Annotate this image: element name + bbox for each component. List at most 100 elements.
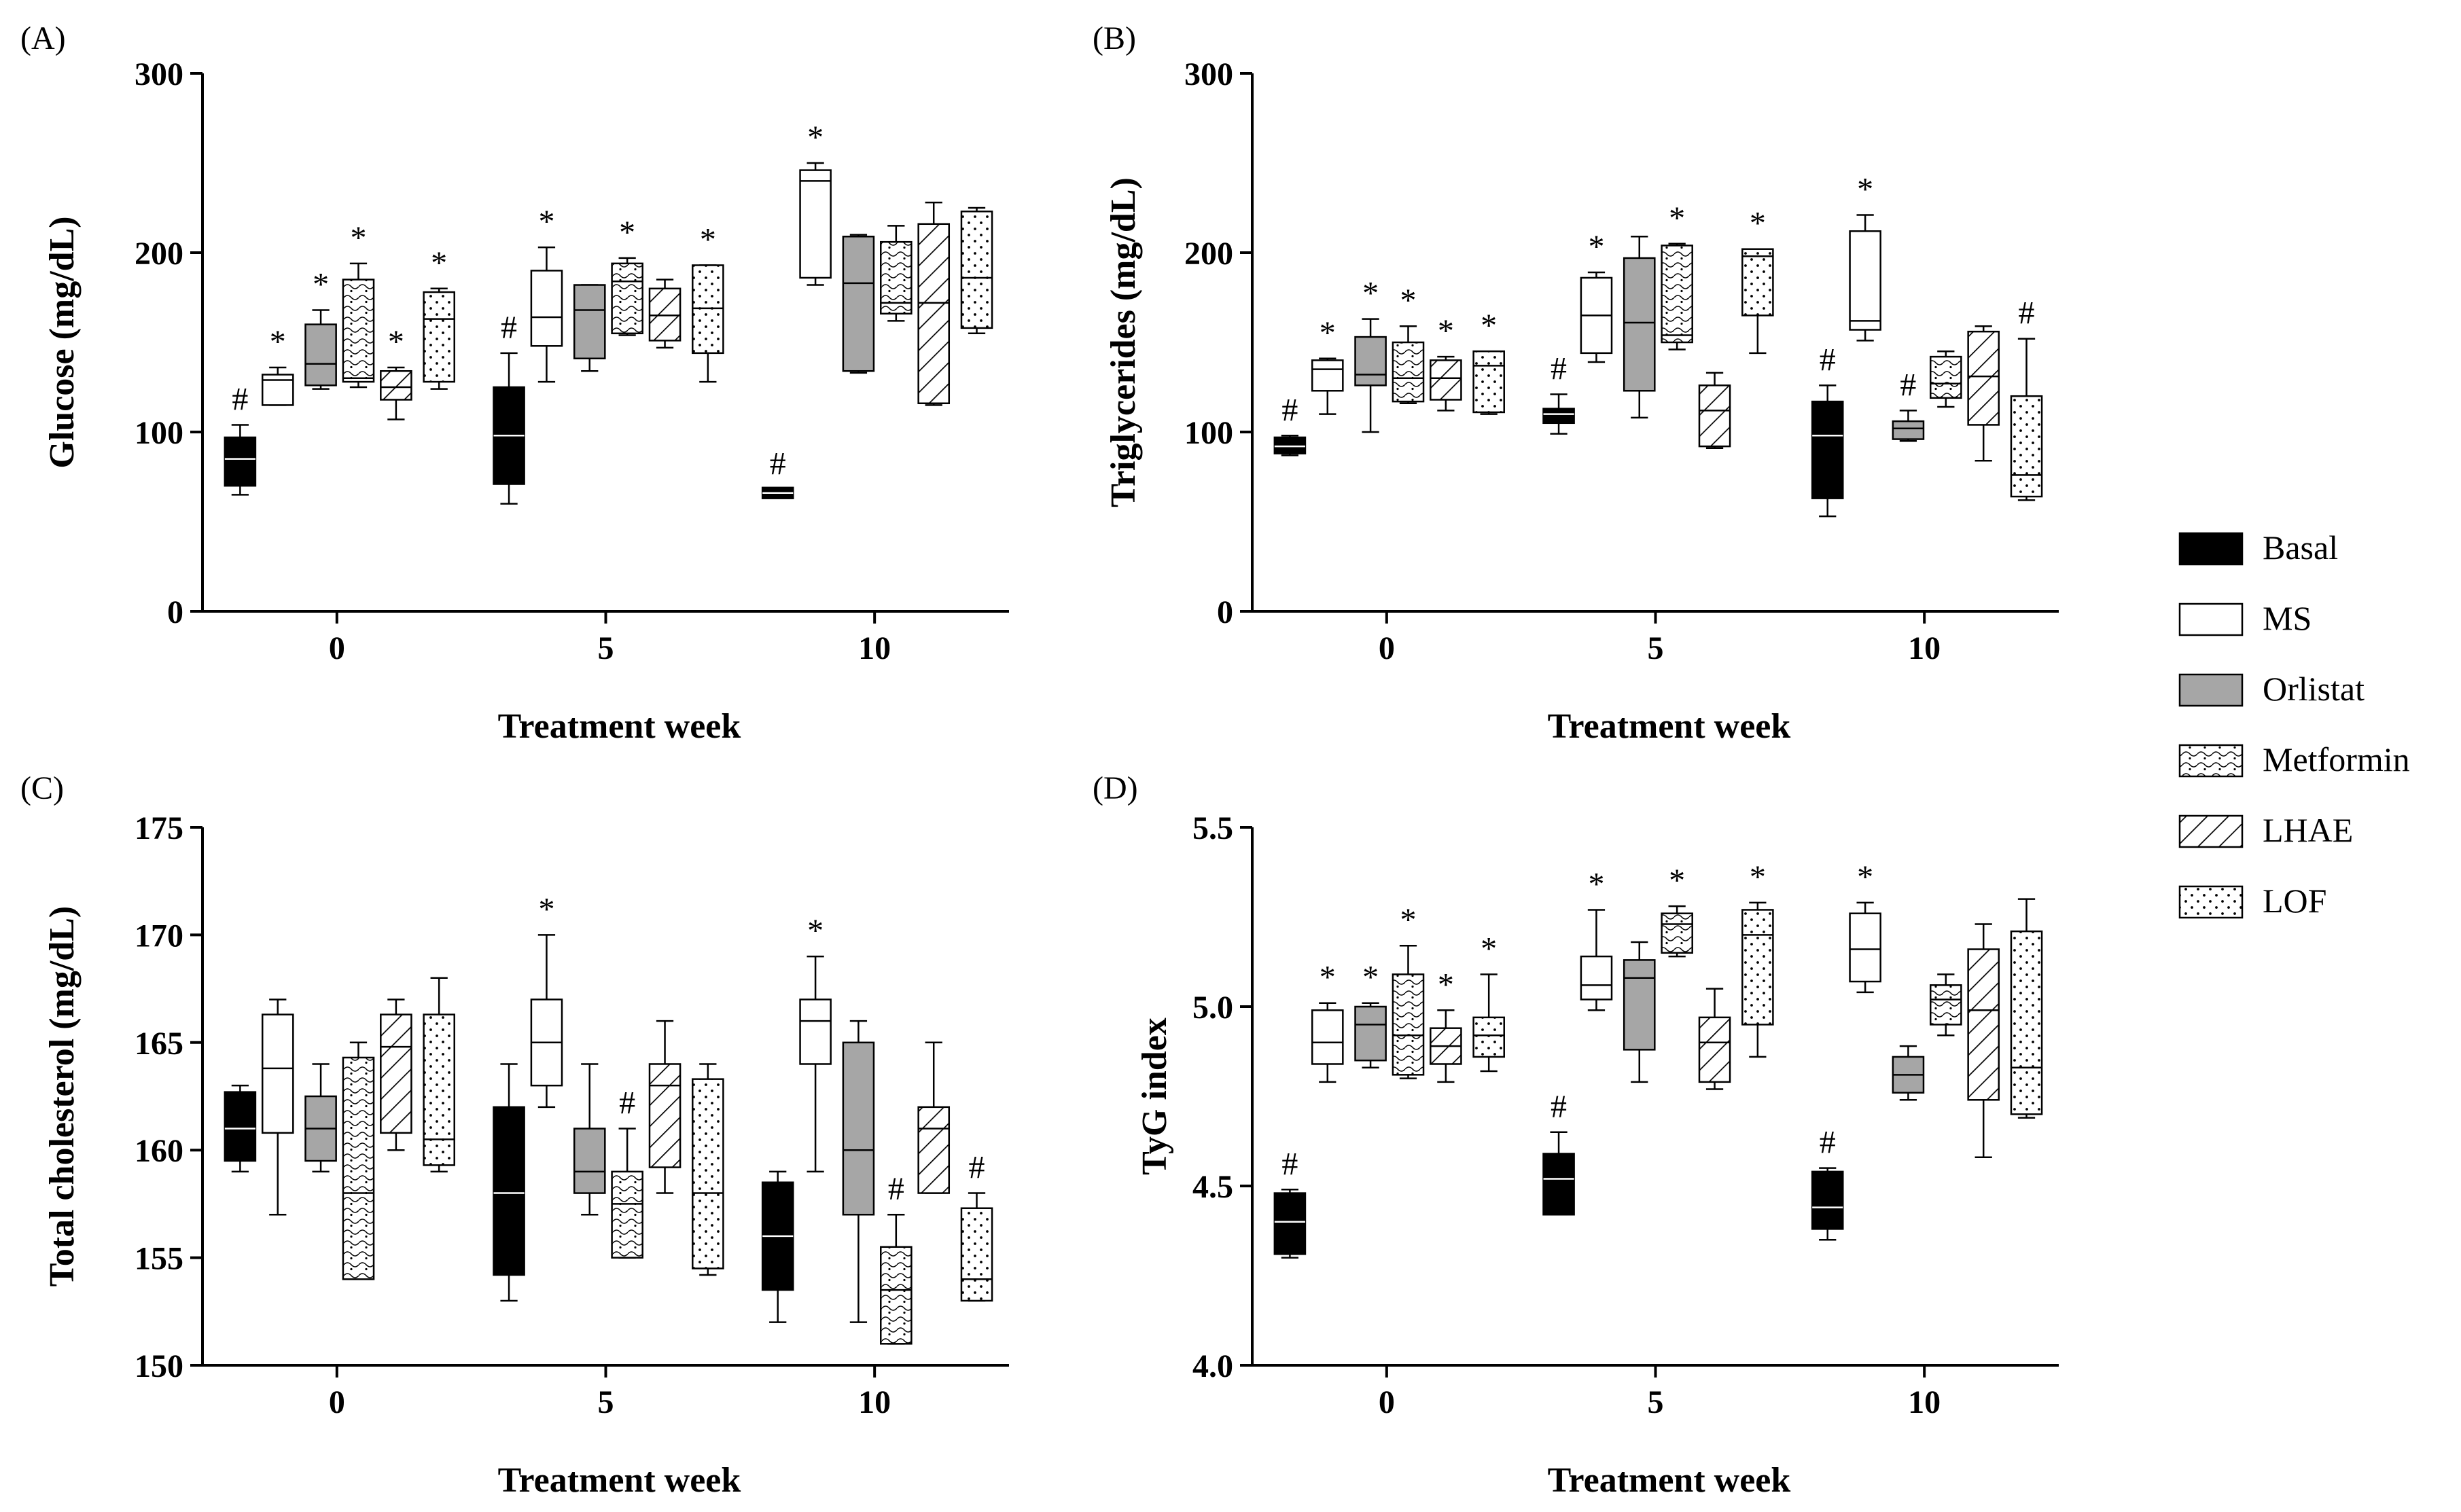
y-tick-label: 4.0 (1192, 1348, 1233, 1384)
box-ms: * (530, 204, 563, 383)
box-lhae: * (1430, 313, 1462, 412)
iqr-box (1849, 230, 1881, 331)
legend-item-metformin: Metformin (2178, 740, 2410, 778)
box-lof: * (1741, 206, 1774, 355)
y-axis-title: Total cholesterol (mg/dL) (43, 906, 82, 1286)
y-tick-label: 155 (135, 1241, 183, 1277)
box-basal: # (761, 446, 794, 499)
box-ms: * (1311, 960, 1344, 1083)
iqr-box (917, 223, 951, 405)
iqr-box (1542, 1153, 1575, 1216)
box-ms: * (530, 891, 563, 1109)
x-tick-label: 0 (1379, 1384, 1395, 1420)
box-ms: * (1849, 859, 1881, 994)
iqr-box (1661, 912, 1693, 954)
box-metformin: * (1392, 902, 1425, 1079)
iqr-box (1849, 912, 1881, 983)
iqr-box (1542, 408, 1575, 425)
box-metformin (880, 225, 913, 322)
box-metformin (1930, 973, 1962, 1037)
significance-mark: * (1588, 866, 1604, 902)
iqr-box (1472, 350, 1505, 414)
significance-mark: * (1400, 902, 1416, 938)
x-tick-label: 5 (598, 630, 614, 666)
y-tick-label: 300 (135, 56, 183, 92)
y-tick-label: 5.5 (1192, 810, 1233, 846)
panel-c-total-cholesterol: (C) 150 155 160 165 170 175 0 5 10 Total cholester… (20, 770, 1009, 1500)
iqr-box (380, 370, 412, 401)
significance-mark: * (538, 891, 554, 927)
box-lof: # (2010, 295, 2043, 501)
legend-item-lof: LOF (2178, 882, 2326, 920)
box-lof (423, 977, 455, 1173)
box-basal (761, 1170, 794, 1323)
significance-mark: # (1281, 1146, 1298, 1182)
panel-b-triglycerides: (B) 0 100 200 300 0 5 10 Triglycerides (mg/dL) Tr… (1093, 20, 2059, 746)
significance-mark: * (1320, 960, 1336, 996)
iqr-box (380, 1013, 412, 1134)
significance-mark: * (270, 324, 286, 360)
x-axis-title: Treatment week (1548, 1461, 1791, 1500)
iqr-box (1354, 1005, 1387, 1062)
y-tick-label: 150 (135, 1348, 183, 1384)
x-tick-label: 10 (1908, 630, 1941, 666)
iqr-box (493, 1106, 525, 1276)
iqr-box (1741, 909, 1774, 1026)
significance-mark: * (538, 204, 554, 240)
iqr-box (1311, 1009, 1344, 1065)
significance-mark: # (619, 1085, 635, 1121)
box-lof (960, 206, 993, 335)
iqr-box (573, 1128, 606, 1194)
box-lhae (1967, 923, 2000, 1159)
iqr-box (1811, 1170, 1844, 1230)
iqr-box (1623, 959, 1656, 1051)
significance-mark: # (1900, 367, 1916, 403)
box-basal (493, 1063, 525, 1302)
box-basal: # (493, 310, 525, 505)
iqr-box (1273, 436, 1307, 454)
box-lhae (648, 1020, 681, 1194)
x-tick-label: 10 (858, 630, 891, 666)
panel-letter: (A) (20, 20, 66, 56)
box-ms: * (1311, 315, 1344, 415)
box-orlistat (1892, 1045, 1925, 1101)
iqr-box (1741, 248, 1774, 317)
x-tick-label: 5 (1648, 1384, 1664, 1420)
iqr-box (342, 1056, 375, 1280)
iqr-box (880, 1246, 913, 1345)
y-tick-label: 170 (135, 918, 183, 954)
x-tick-label: 0 (329, 630, 345, 666)
box-basal: # (1273, 392, 1307, 456)
iqr-box (573, 284, 606, 360)
iqr-box (423, 1013, 455, 1166)
box-orlistat (1623, 941, 1656, 1083)
significance-mark: * (807, 120, 824, 156)
significance-mark: * (1857, 172, 1873, 208)
box-lof (2010, 898, 2043, 1119)
box-lhae (917, 201, 951, 406)
iqr-box (960, 1207, 993, 1302)
iqr-box (2010, 930, 2043, 1115)
box-lhae: * (380, 324, 412, 420)
iqr-box (1623, 257, 1656, 392)
box-ms: * (1849, 172, 1881, 342)
x-axis-title: Treatment week (498, 707, 741, 746)
significance-mark: # (1551, 351, 1567, 387)
significance-mark: * (1588, 229, 1604, 265)
significance-mark: * (1481, 308, 1497, 344)
panel-d-tyg-index: (D) 4.0 4.5 5.0 5.5 0 5 10 TyG index Treatment we… (1093, 770, 2059, 1500)
box-lof (692, 1063, 724, 1276)
box-ms: * (1580, 229, 1613, 363)
significance-mark: * (1362, 960, 1379, 996)
y-axis-title: Glucose (mg/dL) (43, 216, 82, 468)
box-metformin: * (611, 215, 643, 336)
panel-letter: (D) (1093, 770, 1138, 806)
iqr-box (304, 323, 337, 386)
iqr-box (1273, 1192, 1307, 1255)
box-lof: * (423, 245, 455, 390)
iqr-box (799, 169, 832, 279)
significance-mark: * (1362, 276, 1379, 312)
box-ms (261, 998, 294, 1216)
box-metformin: * (1392, 283, 1425, 405)
